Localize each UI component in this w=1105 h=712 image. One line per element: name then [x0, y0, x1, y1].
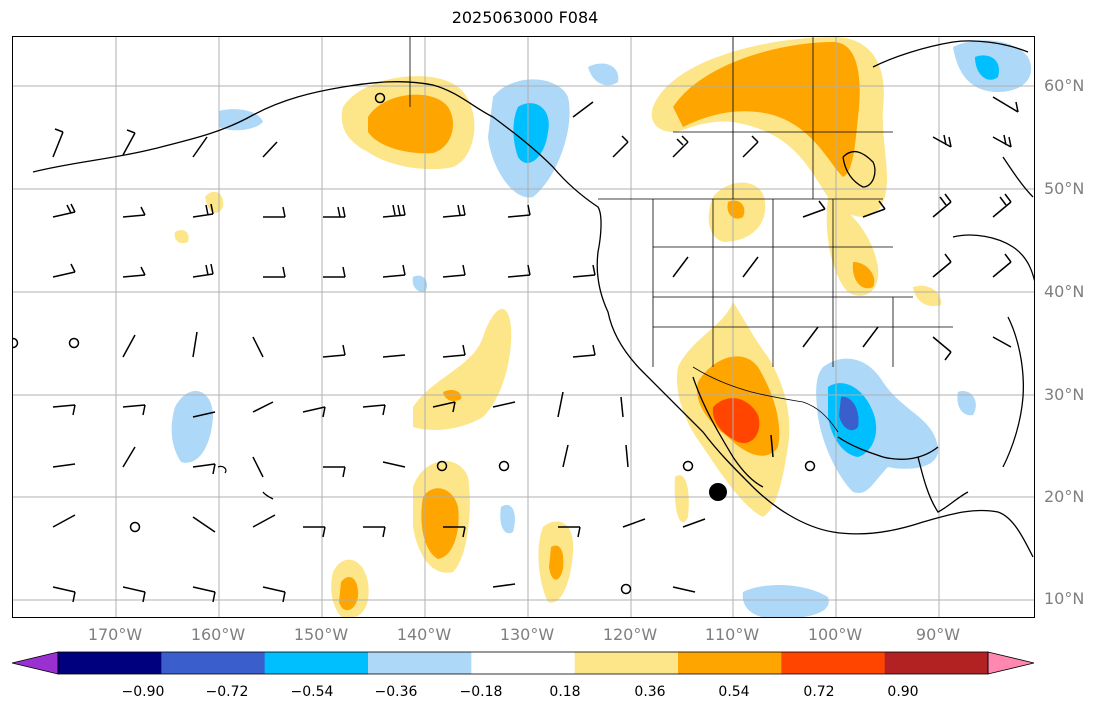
- colorbar-tick: −0.36: [374, 684, 418, 700]
- lon-label-140w: 140°W: [396, 625, 452, 644]
- colorbar-segment: [781, 652, 886, 674]
- map-title: 2025063000 F084: [451, 8, 599, 27]
- lon-label-130w: 130°W: [499, 625, 555, 644]
- lon-label-90w: 90°W: [915, 625, 961, 644]
- colorbar-tick: −0.54: [290, 684, 334, 700]
- lon-label-160w: 160°W: [190, 625, 246, 644]
- colorbar-tick: −0.18: [459, 684, 503, 700]
- colorbar-tick: 0.18: [549, 684, 581, 700]
- colorbar-segment: [574, 652, 679, 674]
- colorbar-outline: [57, 651, 989, 675]
- lat-label-60n: 60°N: [1044, 76, 1085, 95]
- lon-label-100w: 100°W: [807, 625, 863, 644]
- lon-label-120w: 120°W: [602, 625, 658, 644]
- colorbar-tick: −0.90: [121, 684, 165, 700]
- lat-label-30n: 30°N: [1044, 385, 1085, 404]
- colorbar-segment: [264, 652, 369, 674]
- wind-barbs: [52, 96, 1019, 603]
- lat-label-50n: 50°N: [1044, 179, 1085, 198]
- lat-label-40n: 40°N: [1044, 282, 1085, 301]
- map-canvas: [13, 37, 1034, 617]
- lat-label-20n: 20°N: [1044, 487, 1085, 506]
- storm-center-marker: [709, 483, 727, 501]
- coastlines: [32, 40, 1034, 558]
- colorbar-extend-max: [987, 651, 1035, 675]
- colorbar-extend-min: [11, 651, 59, 675]
- colorbar-segment: [368, 652, 472, 674]
- colorbar-segment: [161, 652, 266, 674]
- lon-label-110w: 110°W: [704, 625, 760, 644]
- lat-label-10n: 10°N: [1044, 589, 1085, 608]
- lon-label-150w: 150°W: [293, 625, 349, 644]
- colorbar-tick: 0.36: [634, 684, 666, 700]
- political-borders: [409, 37, 953, 433]
- colorbar-segment: [58, 652, 162, 674]
- calm-wind-markers: [13, 92, 816, 595]
- colorbar: [11, 651, 1035, 675]
- colorbar-segment: [678, 652, 782, 674]
- shaded-anomaly-field: [171, 37, 1032, 617]
- colorbar-segment: [884, 652, 989, 674]
- colorbar-segment: [471, 652, 576, 674]
- lon-label-170w: 170°W: [87, 625, 143, 644]
- colorbar-tick: 0.90: [887, 684, 919, 700]
- colorbar-tick: 0.54: [718, 684, 750, 700]
- colorbar-tick: −0.72: [205, 684, 249, 700]
- graticule: [13, 37, 1034, 617]
- colorbar-segments: [11, 651, 1035, 675]
- map-panel[interactable]: [12, 36, 1035, 618]
- colorbar-tick: 0.72: [803, 684, 835, 700]
